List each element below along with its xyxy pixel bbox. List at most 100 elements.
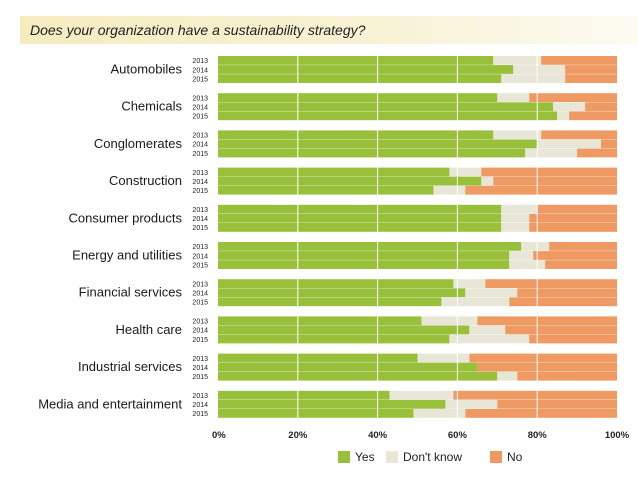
bar-segment-no <box>537 204 617 214</box>
category-label: Health care <box>116 322 182 337</box>
legend-label: Don't know <box>403 450 462 464</box>
x-tick-label: 40% <box>368 430 388 441</box>
x-tick-label: 60% <box>448 430 468 441</box>
year-label: 2013 <box>192 393 208 400</box>
bar-segment-yes <box>218 56 494 65</box>
bar-segment-yes <box>218 176 482 186</box>
year-label: 2014 <box>192 216 208 223</box>
bar-segment-no <box>477 316 617 326</box>
year-label: 2014 <box>192 179 208 186</box>
year-label: 2014 <box>192 328 208 335</box>
category-label: Construction <box>109 173 182 188</box>
category-label: Media and entertainment <box>38 396 182 411</box>
legend-swatch <box>338 451 350 463</box>
year-label: 2013 <box>192 170 208 177</box>
bar-segment-dont-know <box>469 325 506 335</box>
year-label: 2014 <box>192 142 208 149</box>
bar-segment-yes <box>218 297 442 307</box>
bar-segment-dont-know <box>509 260 546 269</box>
category-label: Energy and utilities <box>72 248 182 263</box>
bar-segment-no <box>453 390 617 400</box>
bar-segment-dont-know <box>453 279 486 288</box>
year-label: 2015 <box>192 262 208 269</box>
bar-segment-yes <box>218 213 502 223</box>
year-label: 2013 <box>192 356 208 363</box>
bar-segment-dont-know <box>497 371 518 381</box>
category-label: Conglomerates <box>94 136 183 151</box>
bar-segment-yes <box>218 409 414 418</box>
bar-segment-no <box>529 334 617 344</box>
bar-segment-yes <box>218 148 526 158</box>
bar-segment-no <box>517 288 617 298</box>
category-label: Automobiles <box>110 62 182 77</box>
bar-segment-yes <box>218 74 502 83</box>
year-label: 2014 <box>192 291 208 298</box>
bar-segment-dont-know <box>449 334 530 344</box>
bar-segment-dont-know <box>493 130 542 140</box>
year-label: 2015 <box>192 374 208 381</box>
bar-segment-dont-know <box>493 56 542 65</box>
bar-segment-no <box>481 167 617 177</box>
legend-label: No <box>507 450 523 464</box>
bar-segment-dont-know <box>421 316 478 326</box>
category-label: Consumer products <box>69 210 183 225</box>
bar-segment-yes <box>218 288 466 298</box>
year-label: 2014 <box>192 402 208 409</box>
bar-segment-yes <box>218 390 390 400</box>
x-tick-label: 100% <box>605 430 630 441</box>
year-label: 2015 <box>192 337 208 344</box>
bar-segment-no <box>465 185 617 195</box>
bar-segment-yes <box>218 65 514 74</box>
bar-segment-no <box>465 409 617 418</box>
bar-segment-dont-know <box>501 223 530 232</box>
year-label: 2015 <box>192 76 208 83</box>
bar-segment-yes <box>218 111 558 121</box>
bar-segment-no <box>569 111 617 121</box>
bar-segment-no <box>497 399 617 409</box>
bar-segment-yes <box>218 130 494 140</box>
bar-segment-yes <box>218 223 502 232</box>
bar-segment-no <box>509 297 617 307</box>
bar-segment-yes <box>218 102 554 112</box>
year-label: 2015 <box>192 411 208 418</box>
bar-segment-no <box>529 213 617 223</box>
bar-segment-no <box>469 353 617 363</box>
year-label: 2014 <box>192 67 208 74</box>
bar-segment-dont-know <box>513 65 566 74</box>
legend-swatch <box>490 451 502 463</box>
bar-segment-no <box>505 325 617 335</box>
year-label: 2013 <box>192 133 208 140</box>
bar-segment-no <box>517 371 617 381</box>
bar-segment-no <box>601 139 617 149</box>
bar-segment-no <box>529 93 617 102</box>
bar-segment-dont-know <box>449 167 482 177</box>
bar-segment-dont-know <box>465 288 518 298</box>
bar-segment-no <box>565 65 617 74</box>
bar-segment-dont-know <box>553 102 586 112</box>
bar-segment-yes <box>218 185 434 195</box>
category-label: Industrial services <box>78 359 183 374</box>
bar-segment-no <box>545 260 617 269</box>
bar-segment-dont-know <box>521 242 550 251</box>
bar-segment-yes <box>218 334 450 344</box>
x-tick-label: 80% <box>528 430 548 441</box>
chart-title: Does your organization have a sustainabi… <box>30 22 366 38</box>
bar-segment-no <box>533 251 617 260</box>
bar-segment-no <box>493 176 617 186</box>
bar-segment-dont-know <box>445 399 498 409</box>
bar-segment-dont-know <box>413 409 466 418</box>
bar-segment-no <box>565 74 617 83</box>
title-band: Does your organization have a sustainabi… <box>20 16 638 44</box>
year-label: 2013 <box>192 95 208 102</box>
bar-segment-no <box>585 102 617 112</box>
bar-segment-no <box>577 148 617 158</box>
legend-swatch <box>386 451 398 463</box>
bar-segment-yes <box>218 353 418 363</box>
legend-label: Yes <box>355 450 375 464</box>
bar-segment-yes <box>218 362 478 372</box>
year-label: 2015 <box>192 225 208 232</box>
bar-segment-yes <box>218 251 510 260</box>
year-label: 2015 <box>192 151 208 158</box>
bar-segment-dont-know <box>433 185 466 195</box>
